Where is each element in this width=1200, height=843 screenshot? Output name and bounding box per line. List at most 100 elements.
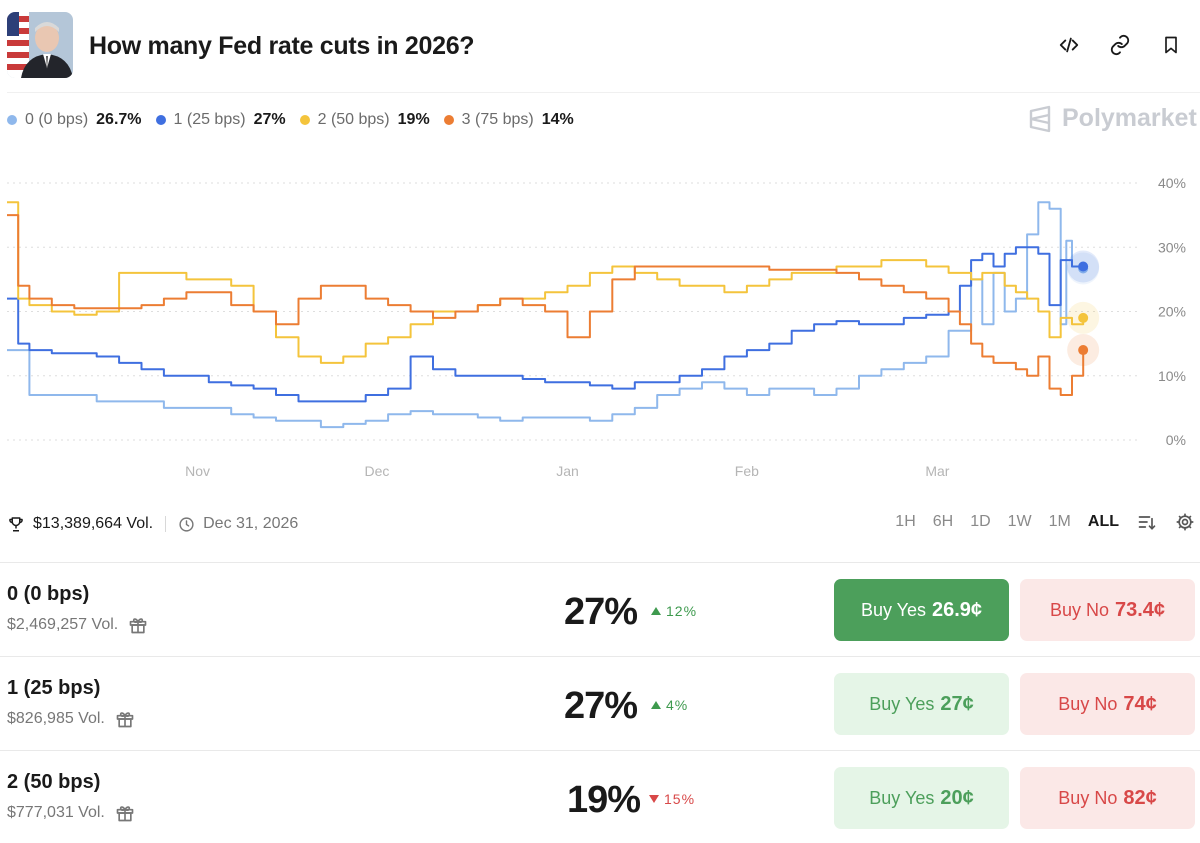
legend-item: 2 (50 bps) 19% [299,111,430,129]
y-tick-label: 30% [1158,239,1186,255]
legend-dot [7,115,17,125]
buy-no-button[interactable]: Buy No 82¢ [1020,767,1195,829]
buy-yes-label: Buy Yes [860,599,926,620]
polymarket-watermark: Polymarket [1026,104,1197,133]
buy-yes-button[interactable]: Buy Yes 27¢ [834,673,1009,735]
range-6h[interactable]: 6H [932,513,954,530]
outcome-volume: $826,985 Vol. [7,709,135,729]
outcome-row[interactable]: 0 (0 bps) $2,469,257 Vol. 27% 12% Buy Ye… [0,562,1200,656]
header-divider [7,92,1200,93]
triangle-up-icon [651,607,661,615]
legend-label: 1 (25 bps) [173,111,246,128]
range-1d[interactable]: 1D [970,513,991,530]
settings-gear-icon[interactable] [1175,512,1195,532]
trophy-icon [9,517,23,532]
range-all[interactable]: ALL [1087,513,1119,530]
gift-icon[interactable] [115,709,135,729]
triangle-down-icon [649,795,659,803]
outcome-change: 15% [648,791,695,807]
range-1m[interactable]: 1M [1048,513,1071,530]
y-tick-label: 20% [1158,304,1186,320]
series-line [7,214,1085,396]
outcome-name: 1 (25 bps) [7,677,101,699]
series-end-point [1078,261,1089,272]
outcome-row[interactable]: 1 (25 bps) $826,985 Vol. 27% 4% Buy Yes 2… [0,656,1200,750]
clock-icon [179,516,194,532]
legend-value: 27% [253,111,286,128]
outcome-name: 2 (50 bps) [7,771,101,793]
price-chart: 40% 30% 20% 10% 0% Nov Dec Jan Feb Mar [0,165,1200,490]
legend-label: 3 (75 bps) [461,111,534,128]
buy-no-price: 73.4¢ [1114,598,1166,621]
total-volume-text: $13,389,664 Vol. [33,515,154,532]
buy-no-price: 82¢ [1123,786,1157,809]
outcome-volume: $777,031 Vol. [7,803,135,823]
series-line [7,201,1085,429]
outcome-change-text: 12% [666,603,698,619]
triangle-up-icon [651,701,661,709]
y-tick-label: 10% [1158,368,1186,384]
series-end-point [1078,312,1089,323]
y-tick-label: 0% [1166,432,1186,448]
legend-value: 19% [397,111,430,128]
outcome-probability: 27% [564,685,638,727]
buy-no-button[interactable]: Buy No 73.4¢ [1020,579,1195,641]
legend-item: 0 (0 bps) 26.7% [7,111,142,129]
legend-item: 1 (25 bps) 27% [155,111,286,129]
x-tick-label: Nov [185,463,210,479]
outcome-volume-text: $826,985 Vol. [7,710,105,727]
series-line [7,201,1085,364]
market-header: How many Fed rate cuts in 2026? [0,0,1200,92]
buy-no-label: Buy No [1058,693,1118,714]
outcome-change-text: 15% [664,791,696,807]
series-end-point [1078,345,1089,356]
gift-icon[interactable] [128,615,148,635]
range-1w[interactable]: 1W [1007,513,1032,530]
buy-no-label: Buy No [1058,787,1118,808]
x-tick-label: Jan [556,463,579,479]
outcome-change: 12% [650,603,697,619]
series-line [7,246,1084,403]
outcome-probability: 27% [564,591,638,633]
outcome-volume: $2,469,257 Vol. [7,615,148,635]
buy-yes-button[interactable]: Buy Yes 20¢ [834,767,1009,829]
legend-dot [155,115,166,125]
legend-value: 26.7% [96,111,142,128]
chart-svg: 40% 30% 20% 10% 0% Nov Dec Jan Feb Mar [7,175,1186,479]
total-volume: $13,389,664 Vol. [7,515,153,533]
sort-icon[interactable] [1137,512,1157,532]
end-date-text: Dec 31, 2026 [203,515,299,532]
buy-no-label: Buy No [1049,599,1109,620]
legend-dot [443,115,454,125]
buy-yes-price: 20¢ [940,786,974,809]
polymarket-logo-icon [1029,105,1051,132]
legend-label: 2 (50 bps) [317,111,390,128]
buy-yes-price: 26.9¢ [932,598,983,621]
outcome-name: 0 (0 bps) [7,583,90,605]
gift-icon[interactable] [115,803,135,823]
chart-legend: 0 (0 bps) 26.7% 1 (25 bps) 27% 2 (50 bps… [7,109,588,131]
outcome-row[interactable]: 2 (50 bps) $777,031 Vol. 19% 15% Buy Yes… [0,750,1200,843]
legend-label: 0 (0 bps) [25,111,89,128]
market-avatar [7,12,73,78]
x-tick-label: Feb [735,463,759,479]
time-range-selector: 1H 6H 1D 1W 1M ALL [878,512,1195,532]
outcome-probability: 19% [567,779,641,821]
link-icon[interactable] [1107,32,1133,58]
market-stats: $13,389,664 Vol. Dec 31, 2026 1H 6H 1D 1… [7,512,1195,536]
outcome-change: 4% [650,697,688,713]
x-tick-label: Mar [925,463,949,479]
legend-value: 14% [541,111,574,128]
buy-yes-button[interactable]: Buy Yes 26.9¢ [834,579,1009,641]
end-date: Dec 31, 2026 [178,515,298,533]
outcome-volume-text: $777,031 Vol. [7,804,105,821]
bookmark-icon[interactable] [1158,32,1184,58]
buy-no-price: 74¢ [1123,692,1157,715]
embed-code-icon[interactable] [1056,32,1082,58]
stat-separator [165,516,167,532]
buy-no-button[interactable]: Buy No 74¢ [1020,673,1195,735]
range-1h[interactable]: 1H [895,513,916,530]
buy-yes-price: 27¢ [940,692,974,715]
legend-item: 3 (75 bps) 14% [443,111,574,129]
x-tick-label: Dec [364,463,389,479]
